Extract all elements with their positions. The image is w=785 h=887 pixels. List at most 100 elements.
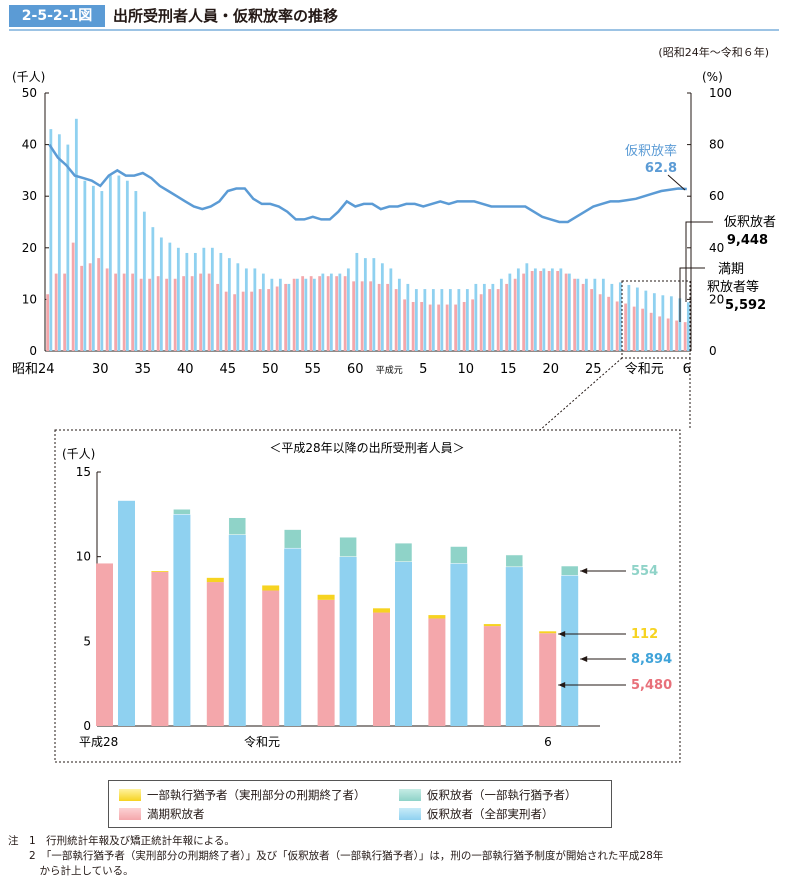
inset-bar-parole-partial bbox=[173, 509, 191, 515]
bar-expiry bbox=[182, 276, 186, 351]
bar-expiry bbox=[369, 281, 373, 351]
bar-parole bbox=[108, 175, 112, 351]
x-tick-label: 45 bbox=[219, 362, 236, 377]
inset-y-tick-label: 0 bbox=[83, 719, 91, 733]
bar-parole bbox=[202, 247, 206, 351]
bar-expiry bbox=[318, 276, 322, 351]
bar-parole bbox=[465, 289, 469, 351]
inset-bar-parole-full bbox=[339, 556, 357, 726]
footnote-2: 2 「一部執行猶予者（実刑部分の刑期終了者）」及び「仮釈放者（一部執行猶予者）」… bbox=[8, 850, 664, 862]
bar-parole bbox=[559, 268, 563, 351]
bar-parole bbox=[635, 287, 639, 351]
bar-parole bbox=[550, 268, 554, 351]
bar-parole bbox=[91, 185, 95, 351]
inset-chart: ＜平成28年以降の出所受刑者人員＞ (千人) 0 5 10 15 平成28 令和元 6 554 11… bbox=[54, 429, 681, 763]
inset-bar-parole-partial bbox=[450, 546, 468, 564]
bar-parole bbox=[117, 175, 121, 351]
bar-expiry bbox=[428, 304, 432, 351]
bar-expiry bbox=[360, 281, 364, 351]
bar-parole bbox=[83, 180, 87, 351]
bar-expiry bbox=[156, 276, 160, 351]
bar-expiry bbox=[437, 304, 441, 351]
bar-expiry bbox=[97, 258, 101, 351]
bar-parole bbox=[644, 290, 648, 351]
bar-parole bbox=[49, 129, 53, 351]
bar-expiry bbox=[590, 289, 594, 351]
inset-bar-expiry bbox=[96, 563, 113, 726]
y-right-tick-label: 100 bbox=[709, 86, 732, 100]
bar-expiry bbox=[309, 276, 313, 351]
x-tick-label: 40 bbox=[177, 362, 194, 377]
bar-parole bbox=[533, 268, 537, 351]
period-note: (昭和24年～令和６年) bbox=[658, 46, 769, 59]
inset-x-label-r6: 6 bbox=[544, 735, 552, 749]
bar-parole bbox=[516, 268, 520, 351]
bar-parole bbox=[278, 278, 282, 351]
legend-swatch-parole-full bbox=[399, 808, 421, 820]
bar-expiry bbox=[343, 276, 347, 351]
bar-parole bbox=[372, 258, 376, 351]
rate-annotation-label: 仮釈放率 bbox=[625, 143, 677, 159]
bar-expiry bbox=[207, 273, 211, 351]
figure-title: 出所受刑者人員・仮釈放率の推移 bbox=[113, 7, 339, 25]
bar-expiry bbox=[411, 301, 415, 351]
bar-parole bbox=[321, 273, 325, 351]
inset-y-unit: (千人) bbox=[62, 447, 95, 461]
bar-parole bbox=[448, 289, 452, 351]
bar-expiry bbox=[462, 301, 466, 351]
bar-parole bbox=[678, 298, 682, 351]
y-right-tick-label: 40 bbox=[709, 241, 724, 255]
bar-expiry bbox=[564, 273, 568, 351]
legend-label-parole-partial: 仮釈放者（一部執行猶予者） bbox=[427, 788, 577, 802]
bar-expiry bbox=[63, 273, 67, 351]
bar-parole bbox=[363, 258, 367, 351]
y-left-tick-label: 50 bbox=[22, 86, 37, 100]
bar-expiry bbox=[488, 289, 492, 351]
bar-expiry bbox=[598, 294, 602, 351]
inset-annotation-parole-partial-label: 554 bbox=[631, 564, 658, 579]
bar-expiry bbox=[80, 265, 84, 351]
bar-expiry bbox=[275, 286, 279, 351]
header-rule bbox=[9, 29, 779, 31]
parole-annotation-value: 9,448 bbox=[727, 233, 768, 248]
y-left-unit: (千人) bbox=[12, 70, 45, 84]
legend-swatch-expiry bbox=[119, 808, 141, 820]
bar-expiry bbox=[250, 291, 254, 351]
inset-y-tick-label: 5 bbox=[83, 634, 91, 648]
bar-parole bbox=[100, 191, 104, 351]
bar-expiry bbox=[530, 271, 534, 351]
bar-parole bbox=[295, 278, 299, 351]
bar-expiry bbox=[607, 296, 611, 351]
bar-parole bbox=[176, 247, 180, 351]
inset-bar-expiry bbox=[206, 582, 224, 726]
legend-label-parole-full: 仮釈放者（全部実刑者） bbox=[427, 807, 554, 821]
bar-parole bbox=[244, 268, 248, 351]
bar-expiry bbox=[377, 283, 381, 351]
inset-bar-parole-full bbox=[561, 575, 579, 726]
bar-expiry bbox=[88, 263, 92, 351]
inset-bar-parole-full bbox=[395, 561, 412, 726]
bar-parole bbox=[159, 237, 163, 351]
bar-expiry bbox=[165, 278, 169, 351]
zoom-highlight-box bbox=[621, 280, 691, 359]
inset-bar-expiry bbox=[428, 618, 446, 726]
inset-bar-expiry bbox=[262, 590, 280, 726]
expiry-annotation-value: 5,592 bbox=[725, 298, 766, 313]
bar-parole bbox=[253, 268, 257, 351]
x-tick-label: 25 bbox=[585, 362, 602, 377]
inset-bar-partial-suspension bbox=[539, 631, 557, 634]
bar-expiry bbox=[615, 301, 619, 351]
inset-bar-parole-full bbox=[228, 534, 246, 726]
bar-parole bbox=[346, 268, 350, 351]
main-chart: (千人) (%) 0 10 20 30 40 50 0 20 40 60 80 100 昭和24 30 35 40… bbox=[12, 70, 776, 431]
bar-parole bbox=[508, 273, 512, 351]
bar-expiry bbox=[649, 312, 653, 351]
bar-parole bbox=[499, 278, 503, 351]
inset-bar-parole-full bbox=[118, 500, 135, 726]
bar-parole bbox=[414, 289, 418, 351]
bar-expiry bbox=[454, 304, 458, 351]
y-left-tick-label: 20 bbox=[22, 241, 37, 255]
bar-parole bbox=[618, 282, 622, 351]
inset-bar-parole-partial bbox=[505, 554, 524, 568]
inset-bar-expiry bbox=[373, 612, 390, 726]
